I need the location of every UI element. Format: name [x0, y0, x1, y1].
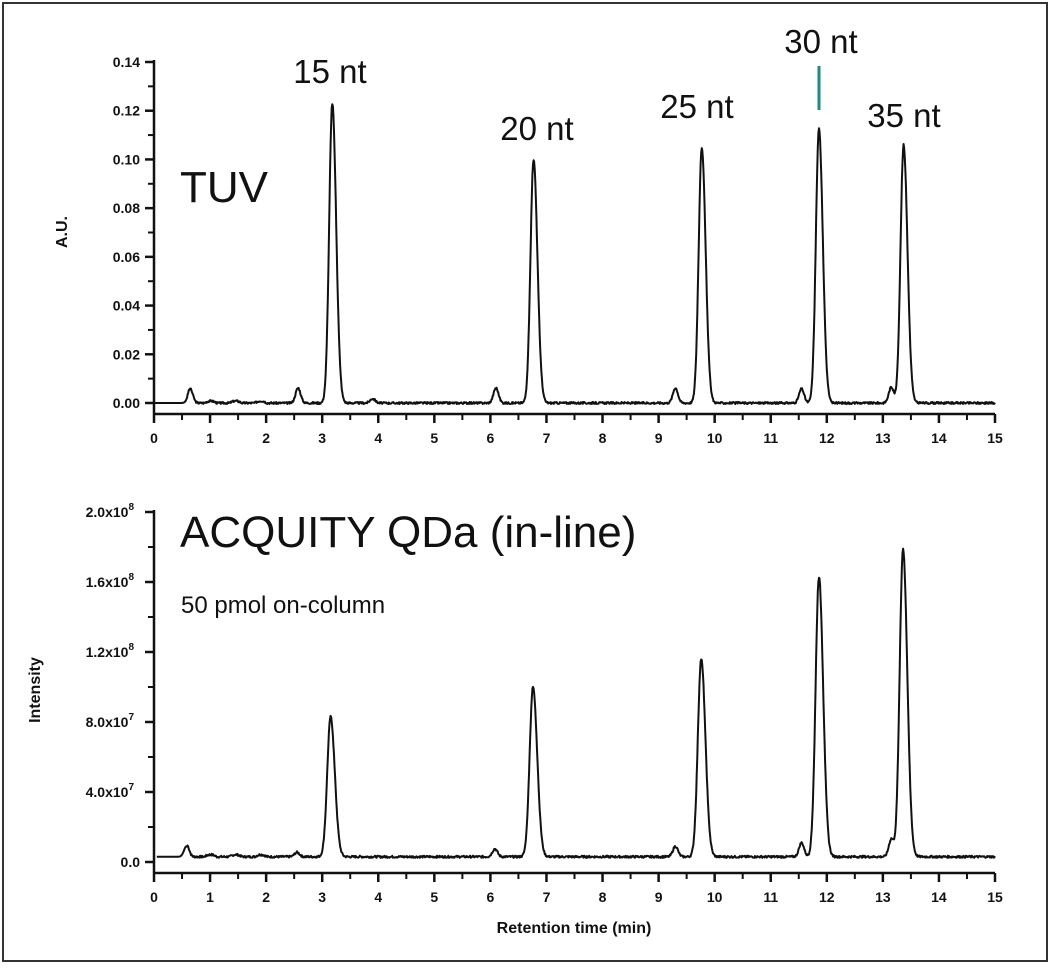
svg-text:8: 8	[599, 889, 607, 905]
svg-text:11: 11	[763, 430, 778, 446]
svg-text:13: 13	[875, 889, 891, 905]
tuv-panel: TUV A.U. 15 nt 20 nt 25 nt 30 nt 35 nt 0…	[54, 23, 1003, 446]
svg-text:1.2x108: 1.2x108	[86, 642, 135, 660]
svg-text:14: 14	[931, 889, 947, 905]
qda-title: ACQUITY QDa (in-line)	[180, 508, 636, 557]
svg-text:8: 8	[599, 430, 607, 446]
svg-text:9: 9	[655, 889, 663, 905]
svg-text:2: 2	[262, 430, 270, 446]
svg-text:0.14: 0.14	[113, 54, 140, 70]
svg-text:12: 12	[819, 889, 835, 905]
peak-label-20nt: 20 nt	[500, 110, 573, 147]
svg-text:4: 4	[374, 430, 382, 446]
svg-text:10: 10	[707, 889, 723, 905]
qda-panel: ACQUITY QDa (in-line) 50 pmol on-column …	[27, 502, 1003, 937]
svg-text:1.6x108: 1.6x108	[86, 572, 135, 590]
svg-text:6: 6	[487, 430, 495, 446]
svg-text:1: 1	[206, 430, 214, 446]
svg-text:0.00: 0.00	[113, 395, 140, 411]
svg-text:14: 14	[931, 430, 947, 446]
svg-text:5: 5	[430, 889, 438, 905]
svg-text:0: 0	[150, 430, 158, 446]
peak-label-30nt: 30 nt	[784, 23, 857, 60]
qda-subtitle: 50 pmol on-column	[181, 592, 385, 619]
svg-text:13: 13	[875, 430, 891, 446]
qda-y-axis-title: Intensity	[27, 657, 44, 723]
tuv-title: TUV	[180, 163, 269, 212]
svg-text:11: 11	[763, 889, 778, 905]
svg-text:7: 7	[543, 430, 551, 446]
qda-axes: 0 1 2 3 4 5 6 7 8 9 10 11 12 13 14 150.04.0x1078.0x1071…	[86, 502, 1003, 905]
tuv-axes: 0 1 2 3 4 5 6 7 8 9 10 11 12 13 14 150.000.020.040.060.…	[113, 54, 1003, 446]
svg-text:5: 5	[430, 430, 438, 446]
tuv-trace	[153, 103, 996, 405]
svg-text:0.0: 0.0	[121, 854, 141, 870]
peak-label-25nt: 25 nt	[660, 88, 733, 125]
svg-text:0.12: 0.12	[113, 103, 140, 119]
svg-text:3: 3	[318, 889, 326, 905]
svg-text:1: 1	[206, 889, 214, 905]
x-axis-title: Retention time (min)	[497, 920, 652, 937]
svg-text:0.04: 0.04	[113, 298, 140, 314]
svg-text:8.0x107: 8.0x107	[86, 712, 135, 730]
svg-text:4.0x107: 4.0x107	[86, 782, 135, 800]
svg-text:0.06: 0.06	[113, 249, 140, 265]
svg-text:4: 4	[374, 889, 382, 905]
svg-text:0.08: 0.08	[113, 200, 140, 216]
svg-text:7: 7	[543, 889, 551, 905]
svg-text:2: 2	[262, 889, 270, 905]
svg-text:3: 3	[318, 430, 326, 446]
peak-label-15nt: 15 nt	[293, 53, 366, 90]
svg-text:15: 15	[987, 889, 1003, 905]
svg-text:0: 0	[150, 889, 158, 905]
svg-text:0.02: 0.02	[113, 346, 140, 362]
svg-text:12: 12	[819, 430, 835, 446]
svg-text:10: 10	[707, 430, 723, 446]
qda-trace	[156, 547, 996, 859]
peak-label-35nt: 35 nt	[867, 97, 940, 134]
svg-text:2.0x108: 2.0x108	[86, 502, 135, 520]
svg-text:15: 15	[987, 430, 1003, 446]
svg-text:0.10: 0.10	[113, 151, 140, 167]
tuv-y-axis-title: A.U.	[54, 216, 71, 248]
svg-text:9: 9	[655, 430, 663, 446]
svg-text:6: 6	[487, 889, 495, 905]
